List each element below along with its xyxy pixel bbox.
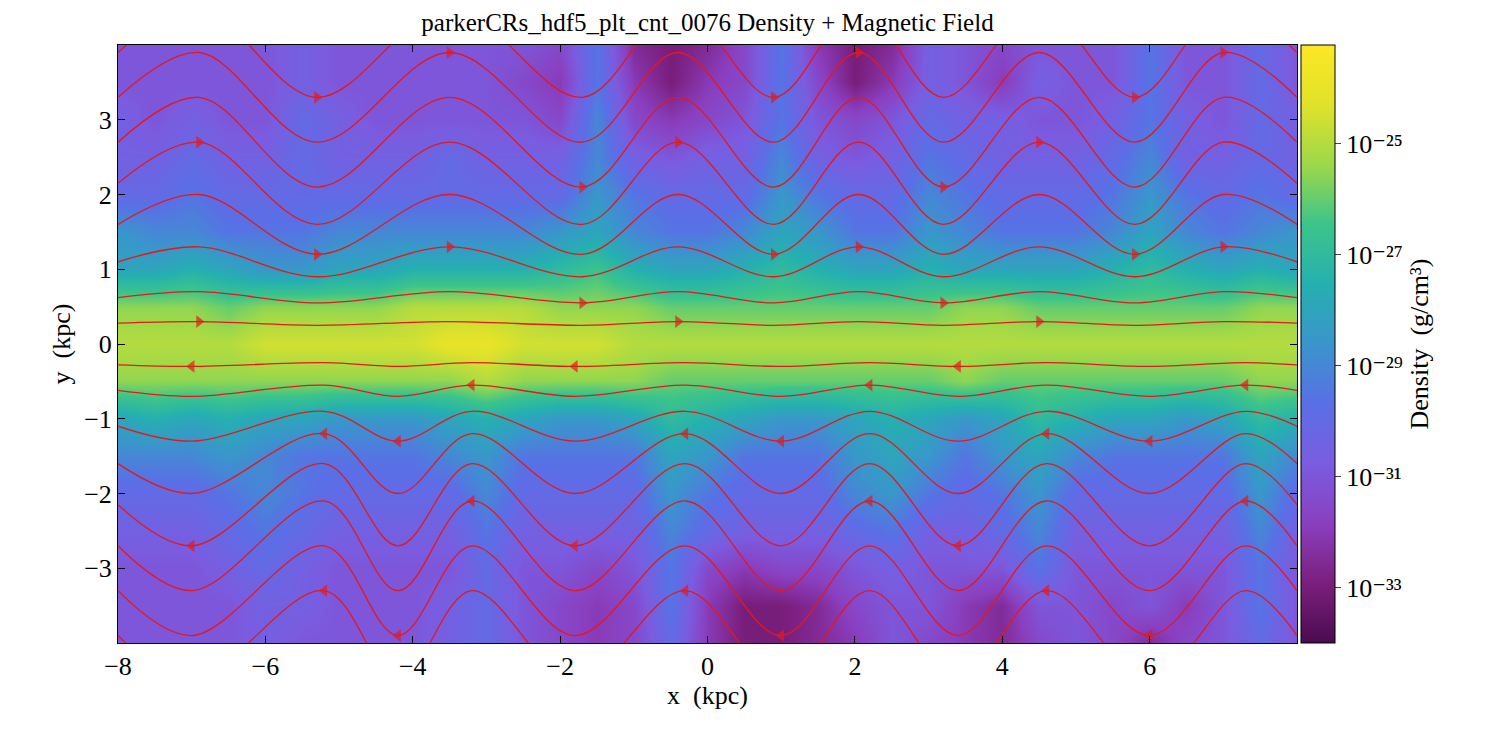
svg-text:3: 3: [99, 106, 112, 135]
svg-text:y (kpc): y (kpc): [47, 304, 76, 385]
svg-text:−4: −4: [399, 652, 427, 681]
svg-text:x (kpc): x (kpc): [667, 681, 748, 710]
svg-text:−3: −3: [84, 554, 112, 583]
svg-text:10⁻²⁵: 10⁻²⁵: [1346, 130, 1403, 159]
svg-text:0: 0: [99, 330, 112, 359]
svg-text:−6: −6: [252, 652, 280, 681]
svg-text:10⁻³³: 10⁻³³: [1346, 574, 1402, 603]
svg-text:6: 6: [1143, 652, 1156, 681]
svg-text:10⁻²⁷: 10⁻²⁷: [1346, 241, 1403, 270]
svg-text:Density (g/cm³): Density (g/cm³): [1405, 259, 1434, 430]
svg-text:4: 4: [996, 652, 1009, 681]
svg-text:parkerCRs_hdf5_plt_cnt_0076 De: parkerCRs_hdf5_plt_cnt_0076 Density + Ma…: [421, 9, 994, 36]
svg-text:10⁻³¹: 10⁻³¹: [1346, 463, 1401, 492]
svg-text:10⁻²⁹: 10⁻²⁹: [1346, 352, 1403, 381]
svg-text:1: 1: [99, 255, 112, 284]
svg-text:0: 0: [701, 652, 714, 681]
svg-text:−2: −2: [546, 652, 574, 681]
svg-text:−2: −2: [84, 480, 112, 509]
svg-text:−8: −8: [104, 652, 132, 681]
svg-text:2: 2: [848, 652, 861, 681]
svg-text:2: 2: [99, 181, 112, 210]
svg-text:−1: −1: [84, 405, 112, 434]
